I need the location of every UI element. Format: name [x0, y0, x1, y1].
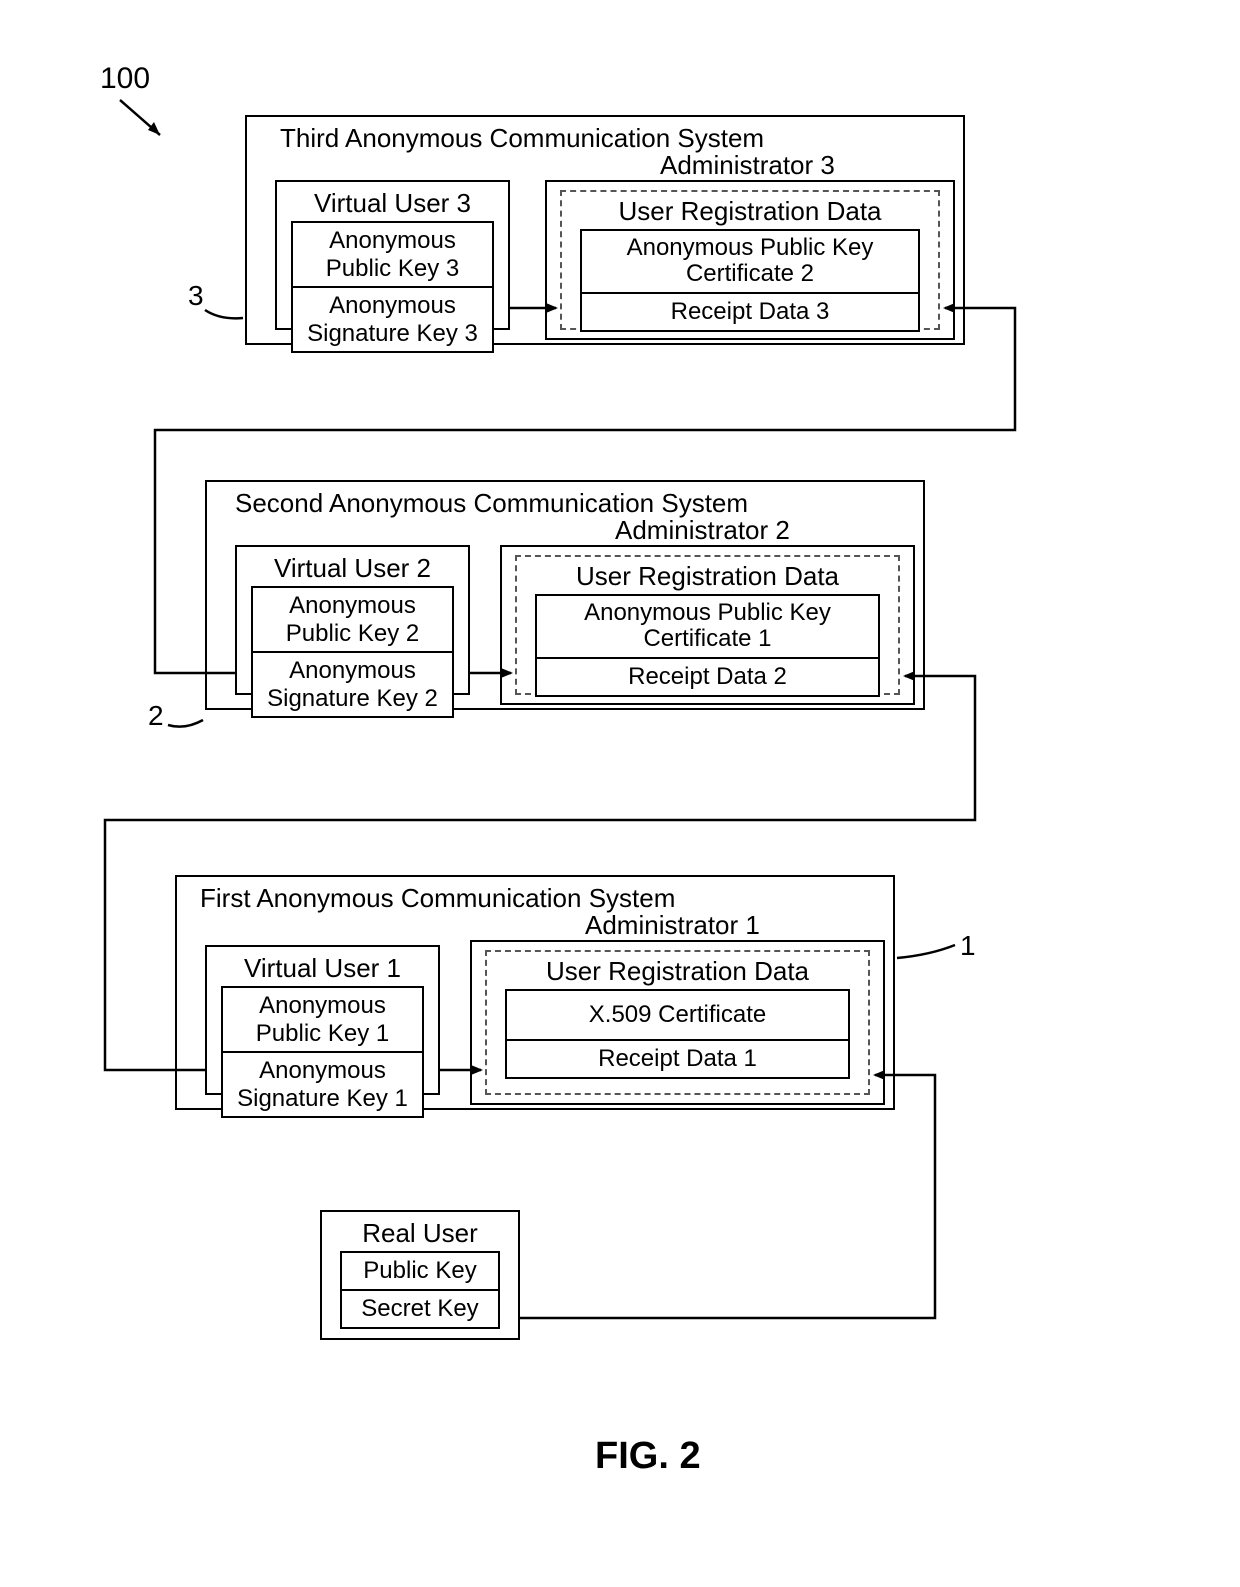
- real-user-title: Real User: [322, 1218, 518, 1249]
- real-user-secretkey: Secret Key: [340, 1291, 500, 1329]
- vu1-sigkey: Anonymous Signature Key 1: [221, 1053, 424, 1118]
- admin-1-regdata-box: User Registration Data X.509 Certificate…: [485, 950, 870, 1095]
- vu3-pubkey-text: Anonymous Public Key 3: [326, 227, 459, 282]
- ref-3: 3: [188, 280, 204, 312]
- vu2-pubkey: Anonymous Public Key 2: [251, 586, 454, 653]
- vu3-sigkey: Anonymous Signature Key 3: [291, 288, 494, 353]
- virtual-user-2-title: Virtual User 2: [237, 553, 468, 584]
- vu2-pubkey-text: Anonymous Public Key 2: [286, 592, 419, 647]
- real-user-pubkey-text: Public Key: [363, 1257, 476, 1284]
- admin-3-regdata-box: User Registration Data Anonymous Public …: [560, 190, 940, 330]
- admin-2-cert: Anonymous Public Key Certificate 1: [535, 594, 880, 659]
- virtual-user-3-title: Virtual User 3: [277, 188, 508, 219]
- real-user-secretkey-text: Secret Key: [361, 1295, 478, 1322]
- vu1-pubkey-text: Anonymous Public Key 1: [256, 992, 389, 1047]
- real-user-pubkey: Public Key: [340, 1251, 500, 1291]
- admin-2-receipt: Receipt Data 2: [535, 659, 880, 697]
- admin-2-regdata-box: User Registration Data Anonymous Public …: [515, 555, 900, 695]
- admin-3-receipt: Receipt Data 3: [580, 294, 920, 332]
- admin-2-title: Administrator 2: [615, 515, 790, 546]
- vu2-sigkey-text: Anonymous Signature Key 2: [267, 657, 438, 712]
- admin-2-cert-text: Anonymous Public Key Certificate 1: [584, 599, 831, 652]
- admin-1-cert-text: X.509 Certificate: [589, 1001, 766, 1028]
- admin-1-title: Administrator 1: [585, 910, 760, 941]
- virtual-user-1-title: Virtual User 1: [207, 953, 438, 984]
- vu3-sigkey-text: Anonymous Signature Key 3: [307, 292, 478, 347]
- admin-3-cert-text: Anonymous Public Key Certificate 2: [627, 234, 874, 287]
- virtual-user-2-box: Virtual User 2 Anonymous Public Key 2 An…: [235, 545, 470, 695]
- admin-3-title: Administrator 3: [660, 150, 835, 181]
- real-user-box: Real User Public Key Secret Key: [320, 1210, 520, 1340]
- admin-3-regdata-title: User Registration Data: [562, 196, 938, 227]
- figure-ref-100: 100: [100, 62, 150, 96]
- admin-1-regdata-title: User Registration Data: [487, 956, 868, 987]
- admin-3-cert: Anonymous Public Key Certificate 2: [580, 229, 920, 294]
- admin-1-receipt-text: Receipt Data 1: [598, 1045, 757, 1072]
- ref-2: 2: [148, 700, 164, 732]
- vu1-sigkey-text: Anonymous Signature Key 1: [237, 1057, 408, 1112]
- virtual-user-1-box: Virtual User 1 Anonymous Public Key 1 An…: [205, 945, 440, 1095]
- admin-3-receipt-text: Receipt Data 3: [671, 298, 830, 325]
- virtual-user-3-box: Virtual User 3 Anonymous Public Key 3 An…: [275, 180, 510, 330]
- diagram-canvas: 100 Third Anonymous Communication System…: [0, 0, 1240, 1587]
- admin-2-receipt-text: Receipt Data 2: [628, 663, 787, 690]
- admin-1-receipt: Receipt Data 1: [505, 1041, 850, 1079]
- figure-label: FIG. 2: [595, 1435, 701, 1478]
- vu1-pubkey: Anonymous Public Key 1: [221, 986, 424, 1053]
- ref-1: 1: [960, 930, 976, 962]
- admin-2-regdata-title: User Registration Data: [517, 561, 898, 592]
- admin-1-cert: X.509 Certificate: [505, 989, 850, 1041]
- vu2-sigkey: Anonymous Signature Key 2: [251, 653, 454, 718]
- vu3-pubkey: Anonymous Public Key 3: [291, 221, 494, 288]
